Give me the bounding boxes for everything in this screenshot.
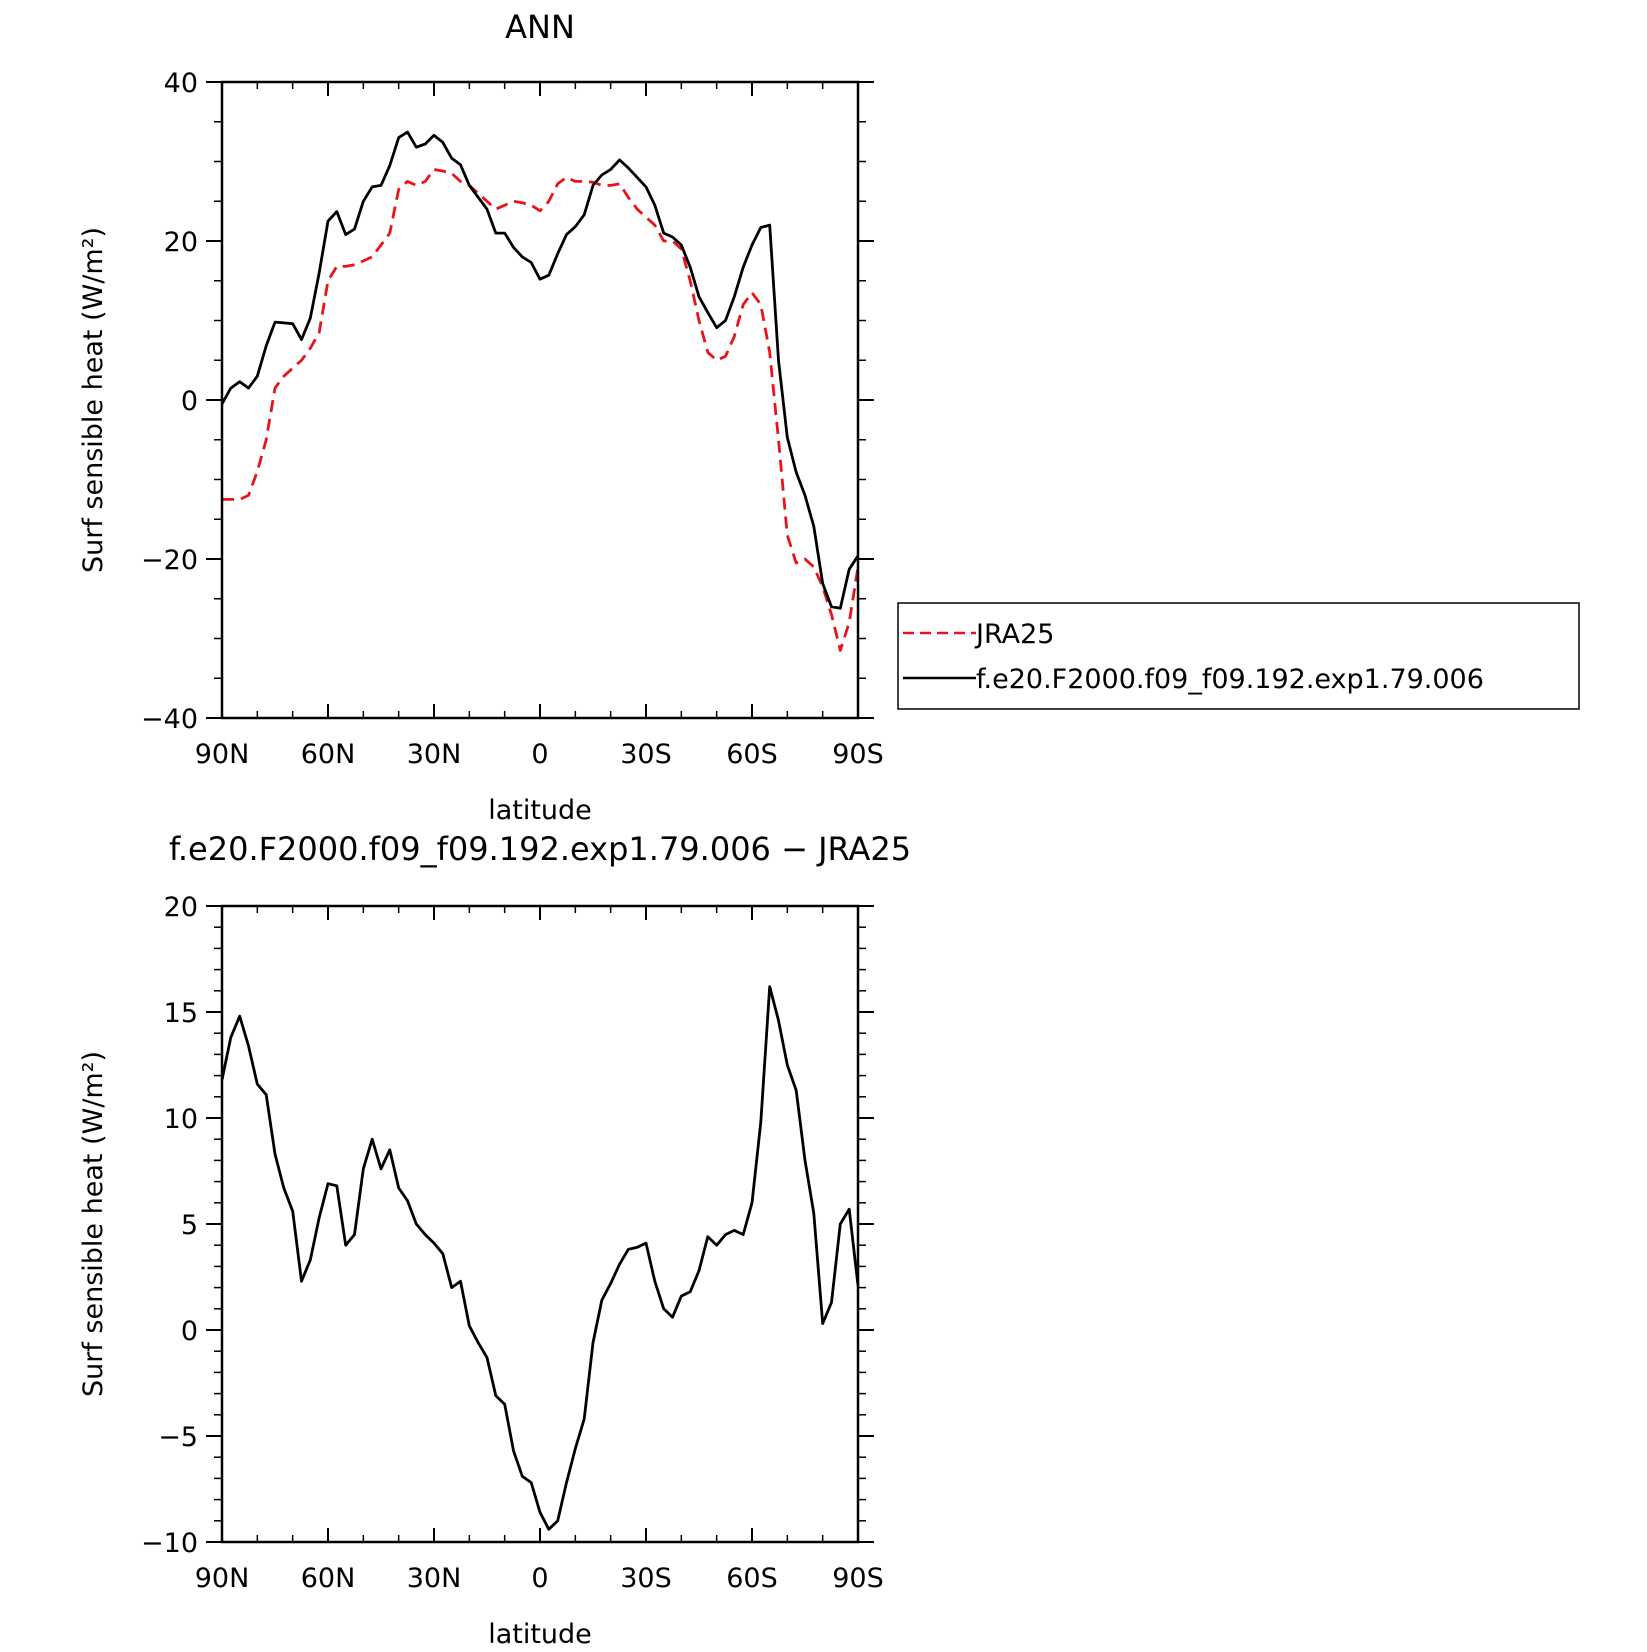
bottom-x-axis-title: latitude [488, 1619, 592, 1647]
bottom-plot-frame [220, 904, 860, 1544]
bottom-panel: f.e20.F2000.f09_f09.192.exp1.79.006 − JR… [78, 830, 911, 1650]
bottom-x-tick-label: 90S [832, 1563, 884, 1594]
bottom-x-tick-label: 0 [531, 1563, 548, 1594]
top-y-tick-label: −20 [141, 545, 198, 576]
legend-jra25-label: JRA25 [974, 619, 1054, 650]
top-series-lines [220, 130, 860, 652]
bottom-x-tick-label: 60S [726, 1563, 778, 1594]
top-y-tick-label: 0 [181, 386, 198, 417]
bottom-x-tick-label: 30S [620, 1563, 672, 1594]
legend: JRA25 f.e20.F2000.f09_f09.192.exp1.79.00… [897, 602, 1580, 710]
top-x-tick-label: 90N [195, 739, 250, 770]
top-axis-ticks: 90N 60N 30N 0 30S 60S 90S −40 −20 0 20 40 [141, 68, 884, 770]
top-x-tick-label: 90S [832, 739, 884, 770]
top-x-tick-label: 60N [301, 739, 356, 770]
bottom-y-tick-label: −10 [141, 1528, 198, 1559]
top-series-line-jra25 [222, 167, 860, 652]
top-x-tick-label: 30S [620, 739, 672, 770]
bottom-chart-title: f.e20.F2000.f09_f09.192.exp1.79.006 − JR… [169, 830, 911, 868]
bottom-x-tick-label: 60N [301, 1563, 356, 1594]
top-x-tick-label: 0 [531, 739, 548, 770]
top-y-tick-label: −40 [141, 704, 198, 735]
bottom-x-tick-label: 90N [195, 1563, 250, 1594]
top-series-line-f-e20-f2000-f09-f09-192-exp1-79-006 [220, 130, 860, 610]
bottom-x-tick-label: 30N [407, 1563, 462, 1594]
top-x-tick-label: 60S [726, 739, 778, 770]
top-x-axis-title: latitude [488, 795, 592, 826]
top-y-tick-label: 40 [164, 68, 198, 99]
bottom-y-tick-label: 0 [181, 1316, 198, 1347]
top-y-tick-label: 20 [164, 227, 198, 258]
bottom-y-tick-label: 15 [164, 998, 198, 1029]
top-plot-frame [220, 80, 860, 720]
top-chart-title: ANN [505, 8, 575, 46]
bottom-series-line-0 [220, 985, 860, 1531]
top-panel: ANN 90N 60N 30N 0 30S 60S 90S −40 −20 0 20 40 Surf … [78, 8, 884, 826]
legend-box [897, 602, 1580, 710]
bottom-y-tick-label: 20 [164, 892, 198, 923]
bottom-axis-ticks: 90N 60N 30N 0 30S 60S 90S −10 −5 0 5 10 15 20 [141, 892, 884, 1594]
top-x-tick-label: 30N [407, 739, 462, 770]
bottom-y-tick-label: −5 [158, 1422, 198, 1453]
bottom-y-tick-label: 5 [181, 1210, 198, 1241]
top-y-axis-title: Surf sensible heat (W/m²) [78, 227, 109, 573]
bottom-series-lines [220, 985, 860, 1531]
bottom-y-axis-title: Surf sensible heat (W/m²) [78, 1051, 109, 1397]
bottom-y-tick-label: 10 [164, 1104, 198, 1135]
legend-model-label: f.e20.F2000.f09_f09.192.exp1.79.006 [976, 664, 1484, 695]
